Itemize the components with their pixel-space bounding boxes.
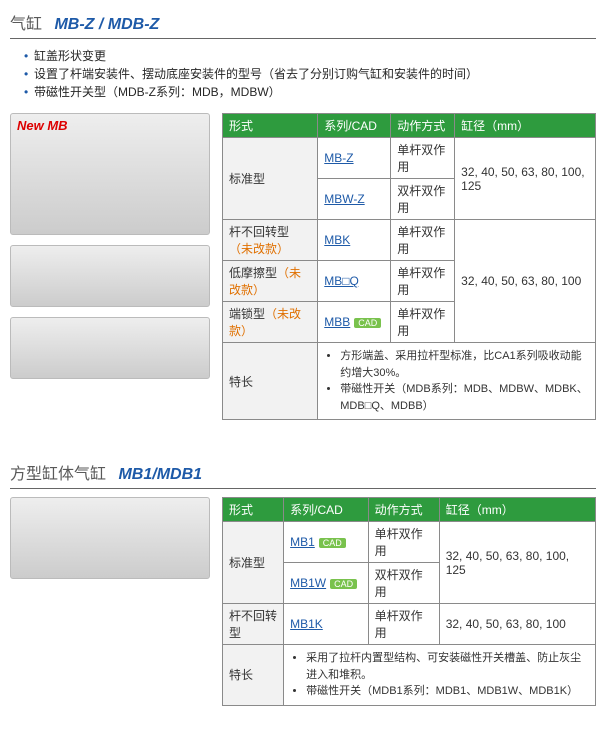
section1-images: New MB [10,113,210,420]
cell-series: MB1K [284,604,368,645]
section2-images [10,497,210,706]
cell-series: MB1 CAD [284,522,368,563]
cell-bore: 32, 40, 50, 63, 80, 100, 125 [439,522,595,604]
cell-action: 单杆双作用 [391,261,455,302]
cell-series: MB□Q [318,261,391,302]
spec-table-2: 形式 系列/CAD 动作方式 缸径（mm） 标准型 MB1 CAD 单杆双作用 3… [222,497,596,706]
th-bore: 缸径（mm） [455,114,596,138]
cylinder-image [10,497,210,579]
table-row: 杆不回转型 MB1K 单杆双作用 32, 40, 50, 63, 80, 100 [223,604,596,645]
table-header-row: 形式 系列/CAD 动作方式 缸径（mm） [223,498,596,522]
feature-item: 带磁性开关（MDB1系列：MDB1、MDB1W、MDB1K） [306,683,589,700]
table-header-row: 形式 系列/CAD 动作方式 缸径（mm） [223,114,596,138]
series-link[interactable]: MB-Z [324,151,353,165]
table-row: 标准型 MB-Z 单杆双作用 32, 40, 50, 63, 80, 100, … [223,138,596,179]
section1-content: New MB 形式 系列/CAD 动作方式 缸径（mm） 标准型 MB-Z 单杆… [10,113,596,420]
cell-form: 标准型 [223,138,318,220]
feature-item: 采用了拉杆内置型结构、可安装磁性开关槽盖、防止灰尘进入和堆积。 [306,650,589,683]
form-text: 低摩擦型 [229,266,277,280]
cell-feature: 方形端盖、采用拉杆型标准，比CA1系列吸收动能约增大30%。 带磁性开关（MDB… [318,343,596,420]
section2-table-wrap: 形式 系列/CAD 动作方式 缸径（mm） 标准型 MB1 CAD 单杆双作用 3… [222,497,596,706]
cell-series: MB1W CAD [284,563,368,604]
bullet: 缸盖形状变更 [24,47,596,65]
cylinder-image [10,245,210,307]
cell-action: 双杆双作用 [391,179,455,220]
cylinder-image: New MB [10,113,210,235]
cell-series: MBK [318,220,391,261]
th-form: 形式 [223,498,284,522]
cell-form: 标准型 [223,522,284,604]
cell-action: 双杆双作用 [368,563,439,604]
cell-series: MBB CAD [318,302,391,343]
cell-bore: 32, 40, 50, 63, 80, 100 [455,220,596,343]
section2-title-blue: MB1/MDB1 [118,466,202,483]
table-row: 标准型 MB1CAD 单杆双作用 32, 40, 50, 63, 80, 100… [223,522,596,563]
section2-title-gray: 方型缸体气缸 [10,466,106,483]
bullet: 带磁性开关型（MDB-Z系列：MDB，MDBW） [24,83,596,101]
table-row: 特长 采用了拉杆内置型结构、可安装磁性开关槽盖、防止灰尘进入和堆积。 带磁性开关… [223,645,596,706]
section1-title-gray: 气缸 [10,16,42,33]
th-series: 系列/CAD [284,498,368,522]
cell-series: MB-Z [318,138,391,179]
new-mb-badge: New MB [17,118,68,133]
cell-form: 杆不回转型 （未改款） [223,220,318,261]
th-form: 形式 [223,114,318,138]
series-link[interactable]: MB□Q [324,274,359,288]
cell-feature-label: 特长 [223,645,284,706]
cell-action: 单杆双作用 [391,220,455,261]
series-link[interactable]: MB1W [290,576,326,590]
section2-title: 方型缸体气缸 MB1/MDB1 [10,460,596,489]
feature-item: 带磁性开关（MDB系列：MDB、MDBW、MDBK、MDB□Q、MDBB） [340,381,589,414]
cad-badge: CAD [319,538,346,548]
series-link[interactable]: MBK [324,233,350,247]
form-text: 端锁型 [229,307,265,321]
form-text: 杆不回转型 [229,225,289,239]
table-row: 杆不回转型（未改款） MBK 单杆双作用 32, 40, 50, 63, 80,… [223,220,596,261]
section2-content: 形式 系列/CAD 动作方式 缸径（mm） 标准型 MB1 CAD 单杆双作用 3… [10,497,596,706]
form-note: （未改款） [229,242,289,256]
cell-action: 单杆双作用 [391,302,455,343]
th-action: 动作方式 [368,498,439,522]
cell-bore: 32, 40, 50, 63, 80, 100, 125 [455,138,596,220]
series-link[interactable]: MB1 [290,535,315,549]
cell-feature-label: 特长 [223,343,318,420]
cell-action: 单杆双作用 [391,138,455,179]
cad-badge: CAD [330,579,357,589]
section1-bullets: 缸盖形状变更 设置了杆端安装件、摆动底座安装件的型号（省去了分别订购气缸和安装件… [24,47,596,101]
th-action: 动作方式 [391,114,455,138]
section1-title: 气缸 MB-Z / MDB-Z [10,10,596,39]
cad-badge: CAD [354,318,381,328]
section1-title-blue: MB-Z / MDB-Z [54,16,159,33]
th-bore: 缸径（mm） [439,498,595,522]
cell-action: 单杆双作用 [368,522,439,563]
series-link[interactable]: MBB [324,315,350,329]
cell-form: 端锁型（未改款） [223,302,318,343]
cell-form: 低摩擦型（未改款） [223,261,318,302]
cell-series: MBW-Z [318,179,391,220]
series-link[interactable]: MBW-Z [324,192,364,206]
th-series: 系列/CAD [318,114,391,138]
series-link[interactable]: MB1K [290,617,323,631]
cell-feature: 采用了拉杆内置型结构、可安装磁性开关槽盖、防止灰尘进入和堆积。 带磁性开关（MD… [284,645,596,706]
spec-table-1: 形式 系列/CAD 动作方式 缸径（mm） 标准型 MB-Z 单杆双作用 32,… [222,113,596,420]
cylinder-image [10,317,210,379]
feature-item: 方形端盖、采用拉杆型标准，比CA1系列吸收动能约增大30%。 [340,348,589,381]
bullet: 设置了杆端安装件、摆动底座安装件的型号（省去了分别订购气缸和安装件的时间） [24,65,596,83]
section1-table-wrap: 形式 系列/CAD 动作方式 缸径（mm） 标准型 MB-Z 单杆双作用 32,… [222,113,596,420]
cell-bore: 32, 40, 50, 63, 80, 100 [439,604,595,645]
cell-form: 杆不回转型 [223,604,284,645]
cell-action: 单杆双作用 [368,604,439,645]
table-row: 特长 方形端盖、采用拉杆型标准，比CA1系列吸收动能约增大30%。 带磁性开关（… [223,343,596,420]
